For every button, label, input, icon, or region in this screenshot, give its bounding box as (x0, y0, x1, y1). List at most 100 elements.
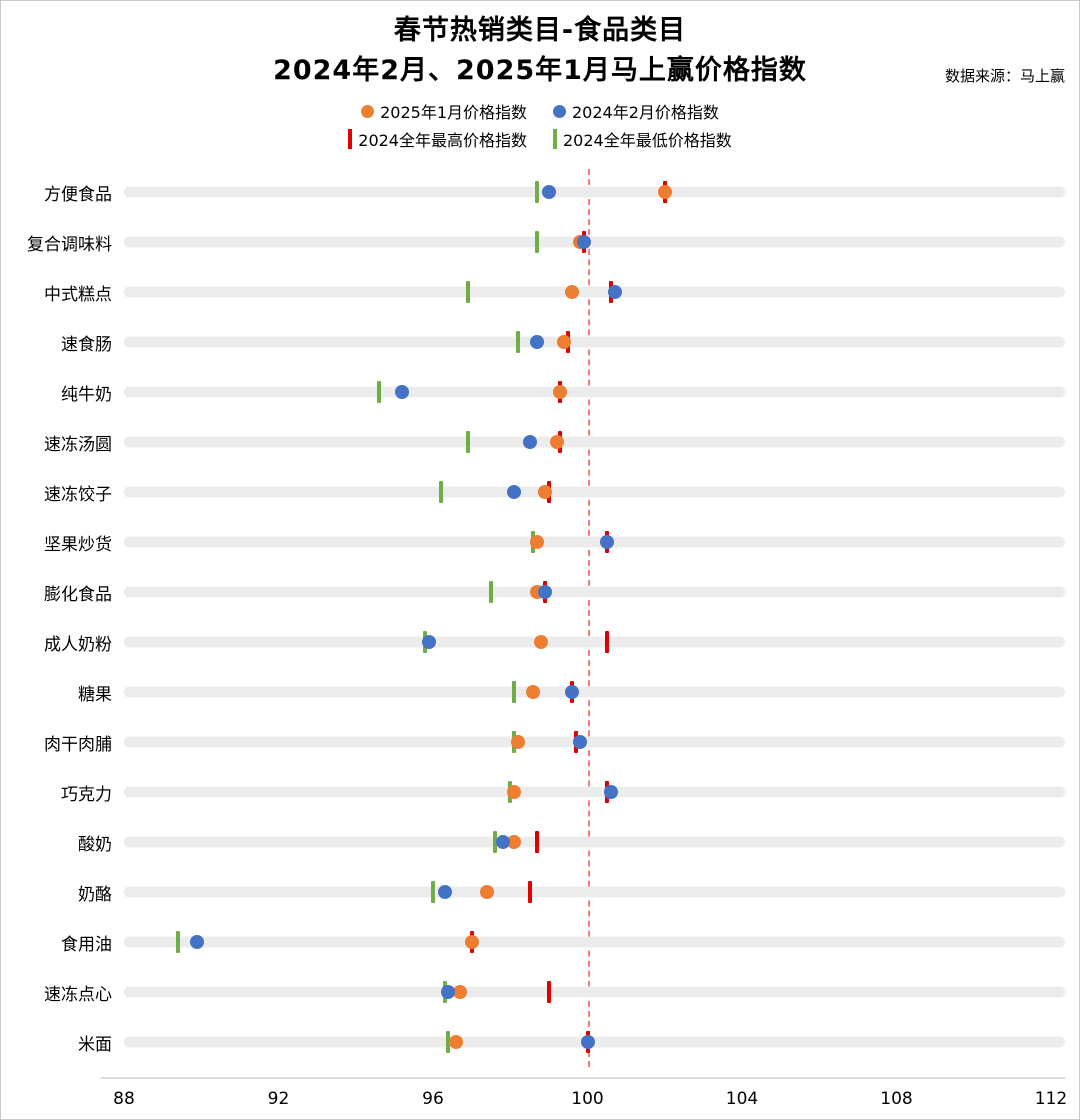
marker-2025-jan-dot (557, 335, 572, 349)
category-label: 糖果 (78, 684, 112, 705)
category-label: 成人奶粉 (44, 634, 112, 655)
marker-2024-feb-dot (599, 535, 614, 549)
marker-2024-feb-dot (607, 285, 622, 299)
marker-2025-jan-dot (453, 985, 468, 999)
legend-bar-icon (348, 129, 353, 149)
x-tick-label: 104 (725, 1089, 759, 1109)
marker-2024-min-tick (431, 881, 435, 903)
row-track (124, 917, 1065, 967)
chart-row: 肉干肉脯 (1, 717, 1079, 767)
row-band (124, 186, 1065, 198)
marker-2024-feb-dot (576, 235, 591, 249)
plot-area: 方便食品复合调味料中式糕点速食肠 纯牛奶速冻汤圆速冻饺子坚果炒货膨化食品成人奶粉糖… (1, 167, 1079, 1067)
x-tick-label: 100 (571, 1089, 604, 1109)
chart-row: 巧克力 (1, 767, 1079, 817)
marker-2024-max-tick (527, 881, 532, 903)
marker-2025-jan-dot (657, 185, 672, 199)
category-label: 速冻点心 (44, 984, 112, 1005)
category-label: 酸奶 (78, 834, 112, 855)
chart-row: 方便食品 (1, 167, 1079, 217)
chart-row: 速食肠 (1, 317, 1079, 367)
marker-2024-feb-dot (190, 935, 205, 949)
marker-2025-jan-dot (449, 1035, 464, 1049)
chart-row: 酸奶 (1, 817, 1079, 867)
row-band (124, 836, 1065, 848)
x-tick-label: 108 (880, 1089, 913, 1109)
row-track (124, 417, 1065, 467)
marker-2024-min-tick (488, 581, 493, 603)
marker-2025-jan-dot (538, 485, 552, 499)
legend-label: 2025年1月价格指数 (380, 103, 527, 122)
x-tick-label: 92 (267, 1089, 290, 1109)
category-label: 膨化食品 (44, 584, 112, 605)
row-track (124, 217, 1065, 267)
marker-2024-feb-dot (541, 185, 556, 199)
title-block: 春节热销类目-食品类目 2024年2月、2025年1月马上赢价格指数 (1, 1, 1079, 87)
marker-2024-min-tick (465, 431, 470, 453)
row-band (124, 686, 1065, 698)
reference-line-100 (587, 169, 590, 1067)
legend-bar-icon (553, 129, 557, 149)
chart-row: 纯牛奶 (1, 367, 1079, 417)
marker-2024-feb-dot (437, 885, 452, 899)
marker-2025-jan-dot (464, 935, 479, 949)
row-band (124, 736, 1065, 748)
chart-row: 复合调味料 (1, 217, 1079, 267)
category-label: 复合调味料 (27, 234, 112, 255)
chart-row: 膨化食品 (1, 567, 1079, 617)
marker-2024-feb-dot (522, 435, 537, 449)
row-track (124, 517, 1065, 567)
data-source-label: 数据来源：马上赢 (944, 67, 1065, 85)
marker-2024-feb-dot (572, 735, 587, 749)
marker-2024-feb-dot (495, 835, 510, 849)
marker-2025-jan-dot (534, 635, 549, 649)
marker-2025-jan-dot (565, 285, 580, 299)
chart-row: 速冻汤圆 (1, 417, 1079, 467)
row-band (124, 786, 1065, 798)
category-label: 奶酪 (78, 884, 112, 905)
marker-2024-feb-dot (530, 335, 545, 349)
marker-2024-min-tick (438, 481, 443, 503)
row-band (124, 486, 1065, 498)
row-band (124, 286, 1065, 298)
chart-title: 春节热销类目-食品类目 (393, 15, 687, 46)
marker-2025-jan-dot (549, 435, 564, 449)
marker-2024-min-tick (515, 331, 520, 353)
row-track (124, 317, 1065, 367)
row-band (124, 636, 1065, 648)
chart-row: 成人奶粉 (1, 617, 1079, 667)
row-band (124, 886, 1065, 898)
category-label: 速冻饺子 (44, 484, 112, 505)
chart-row: 坚果炒货 (1, 517, 1079, 567)
marker-2024-min-tick (465, 281, 470, 303)
chart-row: 中式糕点 (1, 267, 1079, 317)
marker-2024-max-tick (546, 981, 551, 1003)
category-label: 米面 (78, 1034, 112, 1055)
legend-dot-icon (361, 104, 375, 118)
row-track (124, 817, 1065, 867)
legend-label: 2024全年最高价格指数 (358, 131, 527, 150)
row-band (124, 986, 1065, 998)
marker-2024-min-tick (376, 381, 381, 403)
chart-subtitle: 2024年2月、2025年1月马上赢价格指数 (273, 55, 807, 86)
marker-2024-max-tick (604, 631, 609, 653)
marker-2025-jan-dot (553, 385, 568, 399)
x-axis: 88 92 96 100 104 108 112 (1, 1077, 1079, 1119)
category-label: 中式糕点 (44, 284, 112, 305)
category-label: 速冻汤圆 (44, 434, 112, 455)
category-label: 坚果炒货 (44, 534, 112, 555)
marker-2024-min-tick (492, 831, 497, 853)
marker-2024-min-tick (446, 1031, 451, 1053)
category-label: 方便食品 (44, 184, 112, 205)
legend-line-2: 2024全年最高价格指数 2024全年最低价格指数 (1, 127, 1079, 151)
marker-2025-jan-dot (510, 735, 525, 749)
row-band (124, 436, 1065, 448)
row-band (124, 236, 1065, 248)
marker-2024-feb-dot (395, 385, 410, 399)
legend-item: 2025年1月价格指数 (361, 99, 527, 123)
chart-row: 糖果 (1, 667, 1079, 717)
marker-2024-min-tick (535, 231, 540, 253)
marker-2024-feb-dot (603, 785, 618, 799)
marker-2025-jan-dot (507, 785, 522, 799)
